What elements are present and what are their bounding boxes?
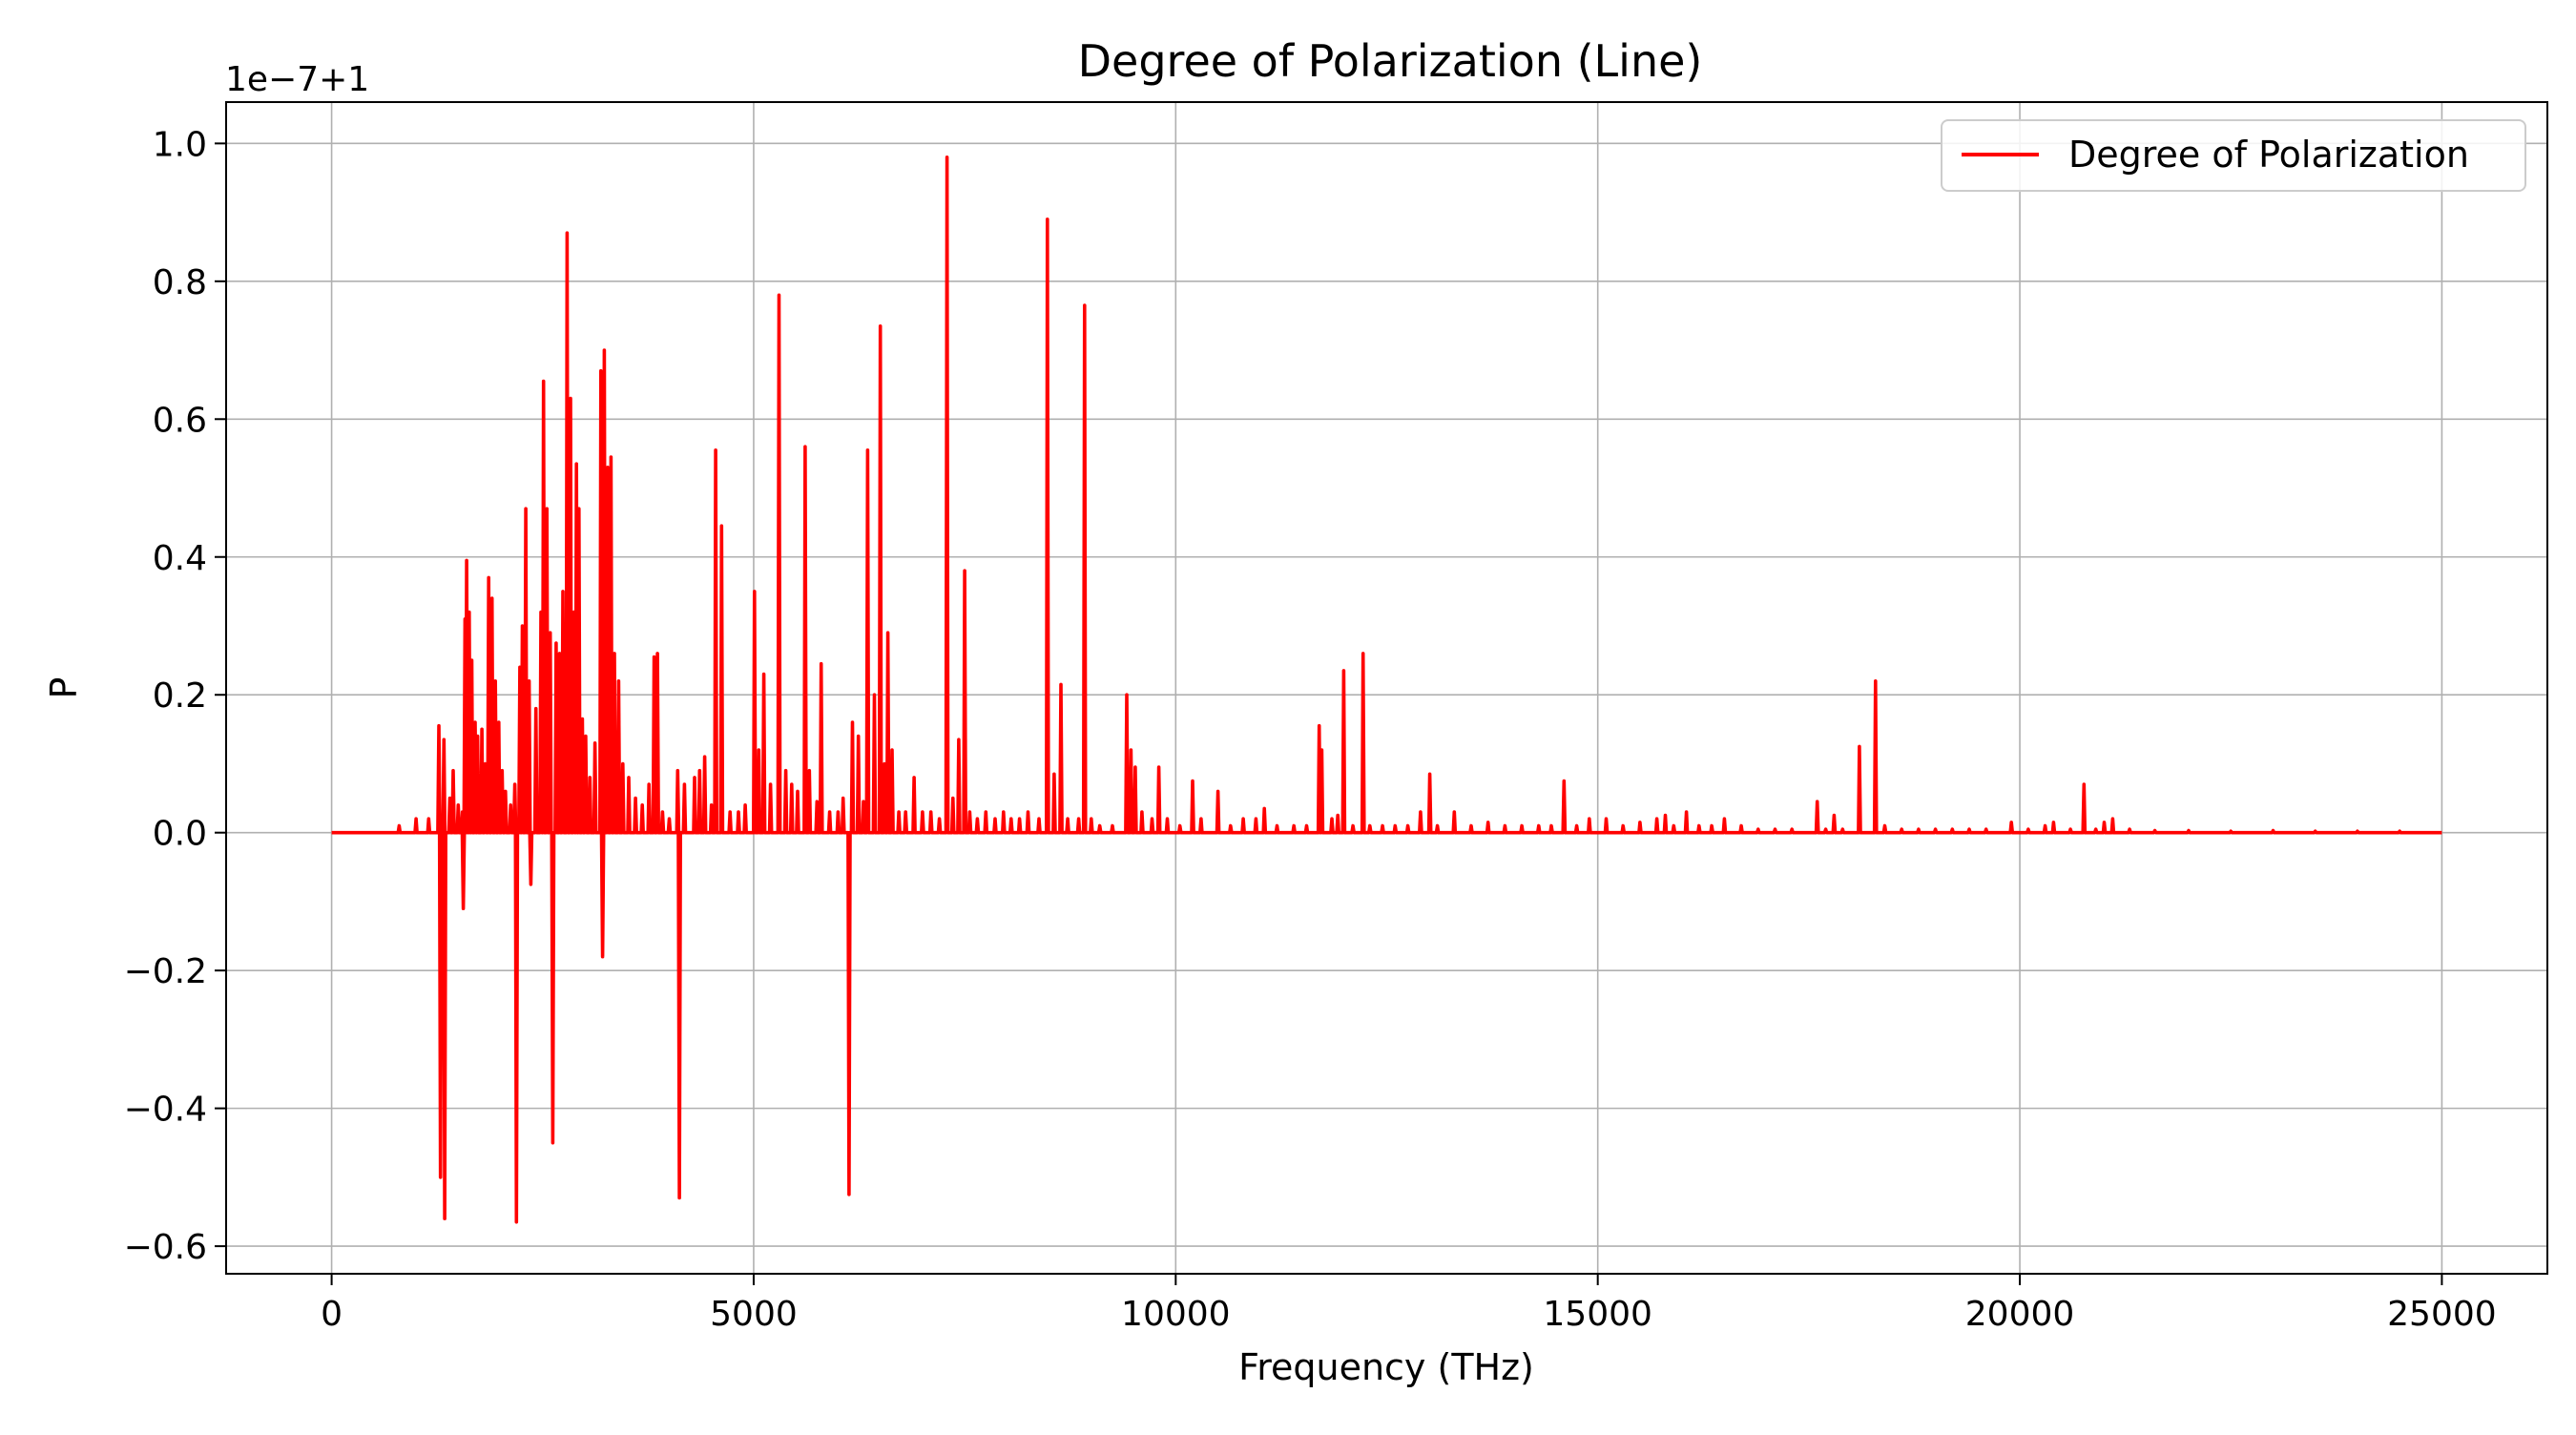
plot-area-frame <box>225 101 2548 1275</box>
y-tick-label: 0.8 <box>153 263 207 302</box>
y-axis: −0.6 −0.4 −0.2 0.0 0.2 0.4 0.6 0.8 1.0 <box>124 125 226 1267</box>
x-tick-label: 0 <box>321 1295 343 1334</box>
y-tick-label: 0.0 <box>153 815 207 854</box>
y-tick-label: 0.6 <box>153 401 207 440</box>
legend: Degree of Polarization <box>1941 119 2526 192</box>
series-line <box>331 156 2442 1224</box>
x-tick-label: 20000 <box>1965 1295 2075 1334</box>
y-axis-label: P <box>43 677 85 699</box>
y-tick-label: 0.2 <box>153 676 207 716</box>
legend-box <box>1941 119 2526 192</box>
x-tick-label: 15000 <box>1543 1295 1652 1334</box>
y-tick-label: 1.0 <box>153 125 207 164</box>
x-tick-label: 25000 <box>2387 1295 2497 1334</box>
y-tick-label: −0.2 <box>124 952 207 991</box>
y-tick-label: −0.6 <box>124 1228 207 1267</box>
x-axis-label: Frequency (THz) <box>1238 1346 1534 1388</box>
y-tick-label: −0.4 <box>124 1091 207 1130</box>
chart-title: Degree of Polarization (Line) <box>1078 35 1703 87</box>
x-tick-label: 5000 <box>710 1295 798 1334</box>
y-tick-label: 0.4 <box>153 539 207 578</box>
legend-label: Degree of Polarization <box>2068 134 2469 176</box>
series-layer <box>331 156 2442 1224</box>
y-offset-label: 1e−7+1 <box>225 60 369 99</box>
x-axis: 0 5000 10000 15000 20000 25000 <box>321 1274 2497 1334</box>
x-tick-label: 10000 <box>1121 1295 1231 1334</box>
